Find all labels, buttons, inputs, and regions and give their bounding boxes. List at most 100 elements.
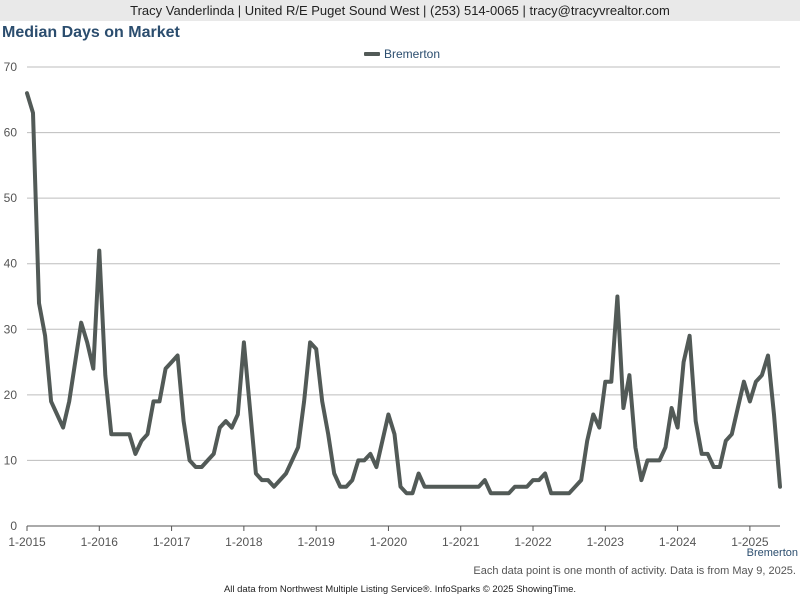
y-tick-label-30: 30	[4, 322, 18, 336]
data-point	[477, 485, 481, 489]
data-point	[555, 491, 559, 495]
data-point	[380, 439, 384, 443]
y-tick-label-10: 10	[4, 453, 18, 467]
data-point	[543, 472, 547, 476]
y-tick-label-0: 0	[10, 519, 17, 533]
data-point	[453, 485, 457, 489]
data-point	[447, 485, 451, 489]
y-tick-label-40: 40	[4, 257, 18, 271]
data-point	[97, 249, 101, 253]
data-point	[700, 452, 704, 456]
data-footnote: Each data point is one month of activity…	[473, 565, 796, 577]
data-point	[688, 334, 692, 338]
data-source-credit: All data from Northwest Multiple Listing…	[223, 584, 577, 595]
data-point	[483, 478, 487, 482]
data-point	[386, 413, 390, 417]
data-point	[61, 426, 65, 430]
y-tick-label-50: 50	[4, 191, 18, 205]
data-point	[254, 472, 258, 476]
data-point	[549, 491, 553, 495]
x-tick-label-1-2022: 1-2022	[514, 535, 552, 549]
data-point	[561, 491, 565, 495]
data-point	[31, 111, 35, 115]
data-point	[670, 406, 674, 410]
data-point	[603, 380, 607, 384]
data-point	[350, 478, 354, 482]
data-point	[308, 340, 312, 344]
x-tick-label-1-2019: 1-2019	[297, 535, 335, 549]
data-point	[326, 432, 330, 436]
data-point	[67, 399, 71, 403]
data-point	[664, 445, 668, 449]
y-tick-label-20: 20	[4, 388, 18, 402]
data-point	[676, 426, 680, 430]
data-point	[332, 472, 336, 476]
data-point	[639, 478, 643, 482]
data-point	[127, 432, 131, 436]
data-point	[73, 360, 77, 364]
data-point	[682, 360, 686, 364]
data-point	[658, 458, 662, 462]
data-point	[272, 485, 276, 489]
data-point	[194, 465, 198, 469]
data-point	[182, 419, 186, 423]
data-point	[145, 432, 149, 436]
data-point	[429, 485, 433, 489]
data-point	[411, 491, 415, 495]
data-point	[164, 367, 168, 371]
data-point	[218, 426, 222, 430]
data-point	[158, 399, 162, 403]
data-point	[133, 452, 137, 456]
data-point	[374, 465, 378, 469]
data-point	[525, 485, 529, 489]
contact-header: Tracy Vanderlinda | United R/E Puget Sou…	[0, 0, 800, 21]
x-tick-label-1-2015: 1-2015	[8, 535, 46, 549]
data-point	[121, 432, 125, 436]
data-point	[718, 465, 722, 469]
data-point	[236, 413, 240, 417]
data-point	[736, 406, 740, 410]
data-point	[91, 367, 95, 371]
data-point	[302, 399, 306, 403]
data-point	[724, 439, 728, 443]
data-point	[609, 380, 613, 384]
data-point	[170, 360, 174, 364]
data-point	[501, 491, 505, 495]
x-axis-series-label: Bremerton	[746, 547, 798, 559]
data-point	[513, 485, 517, 489]
data-point	[423, 485, 427, 489]
x-tick-label-1-2016: 1-2016	[81, 535, 119, 549]
data-point	[694, 419, 698, 423]
x-tick-label-1-2021: 1-2021	[442, 535, 480, 549]
data-point	[230, 426, 234, 430]
data-point	[537, 478, 541, 482]
data-point	[417, 472, 421, 476]
data-point	[212, 452, 216, 456]
data-point	[398, 485, 402, 489]
legend-line-swatch-icon	[364, 52, 380, 56]
data-point	[224, 419, 228, 423]
data-point	[338, 485, 342, 489]
data-point	[651, 458, 655, 462]
data-point	[567, 491, 571, 495]
data-point	[266, 478, 270, 482]
y-tick-label-60: 60	[4, 126, 18, 140]
data-point	[627, 373, 631, 377]
data-point	[200, 465, 204, 469]
data-point	[109, 432, 113, 436]
data-point	[459, 485, 463, 489]
data-point	[441, 485, 445, 489]
data-point	[495, 491, 499, 495]
series-line-bremerton	[25, 91, 782, 496]
x-tick-label-1-2025: 1-2025	[731, 535, 769, 549]
data-point	[368, 452, 372, 456]
data-point	[585, 439, 589, 443]
chart-legend: Bremerton	[364, 46, 440, 62]
data-point	[356, 458, 360, 462]
x-tick-label-1-2023: 1-2023	[587, 535, 625, 549]
data-point	[242, 340, 246, 344]
x-tick-label-1-2024: 1-2024	[659, 535, 697, 549]
data-point	[139, 439, 143, 443]
data-point	[730, 432, 734, 436]
data-point	[37, 301, 41, 305]
